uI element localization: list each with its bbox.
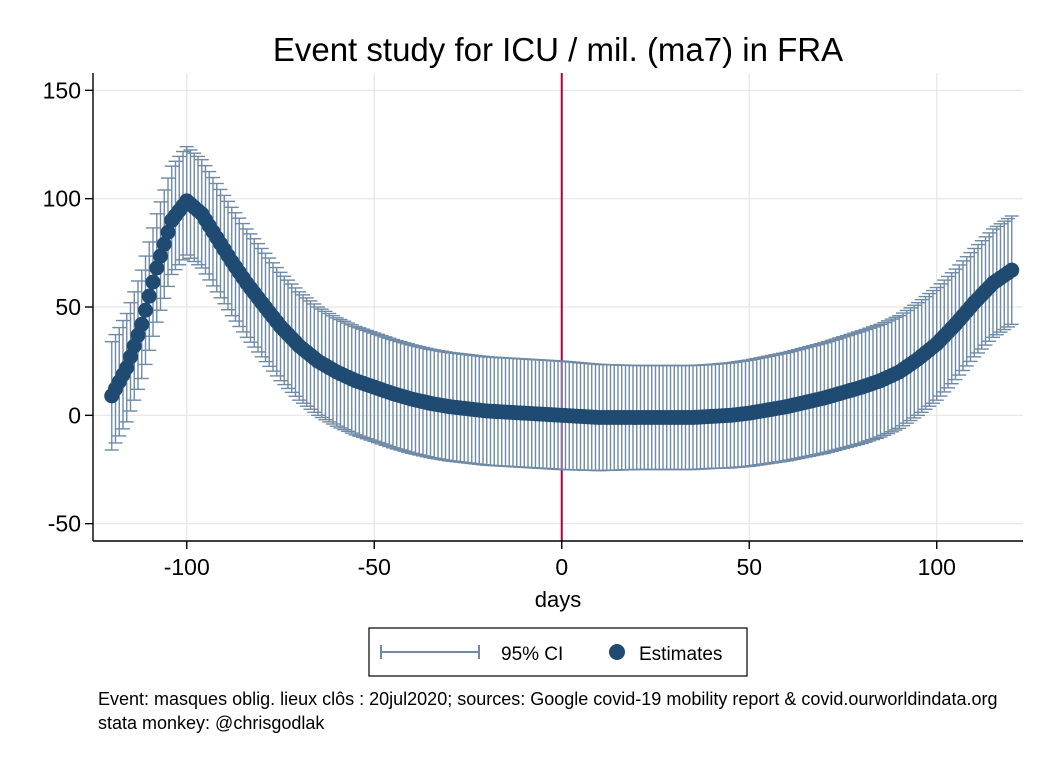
legend-estimates-symbol <box>609 644 625 660</box>
x-tick-label: -100 <box>164 554 210 580</box>
estimate-point <box>141 288 157 304</box>
x-axis-label: days <box>535 587 581 612</box>
y-ticks: -50 0 50 100 150 <box>43 77 93 537</box>
y-tick-label: 100 <box>43 186 81 212</box>
y-tick-label: 0 <box>68 402 81 428</box>
estimate-point <box>160 224 176 240</box>
y-tick-label: -50 <box>48 511 81 537</box>
chart-title: Event study for ICU / mil. (ma7) in FRA <box>273 31 843 68</box>
x-tick-label: 0 <box>555 554 568 580</box>
estimates-layer <box>104 193 1020 425</box>
legend-estimates-label: Estimates <box>639 644 722 665</box>
y-tick-label: 150 <box>43 77 81 103</box>
estimate-point <box>149 260 165 276</box>
estimate-point <box>1004 262 1020 278</box>
estimate-point <box>156 236 172 252</box>
legend-ci-symbol <box>380 645 480 659</box>
legend: 95% CI Estimates <box>368 627 748 677</box>
estimate-point <box>153 248 168 264</box>
x-tick-label: 100 <box>918 554 956 580</box>
footnote-line-2: stata monkey: @chrisgodlak <box>98 713 325 733</box>
estimate-point <box>134 316 150 332</box>
legend-ci-label: 95% CI <box>501 644 563 665</box>
estimate-point <box>145 274 161 290</box>
estimate-point <box>138 302 153 318</box>
ci-layer <box>104 145 1019 472</box>
x-ticks: -100 -50 0 50 100 <box>164 541 956 580</box>
y-tick-label: 50 <box>55 294 81 320</box>
x-tick-label: -50 <box>358 554 391 580</box>
footnote-line-1: Event: masques oblig. lieux clôs : 20jul… <box>98 689 998 709</box>
x-tick-label: 50 <box>736 554 762 580</box>
gridlines <box>93 73 1023 541</box>
